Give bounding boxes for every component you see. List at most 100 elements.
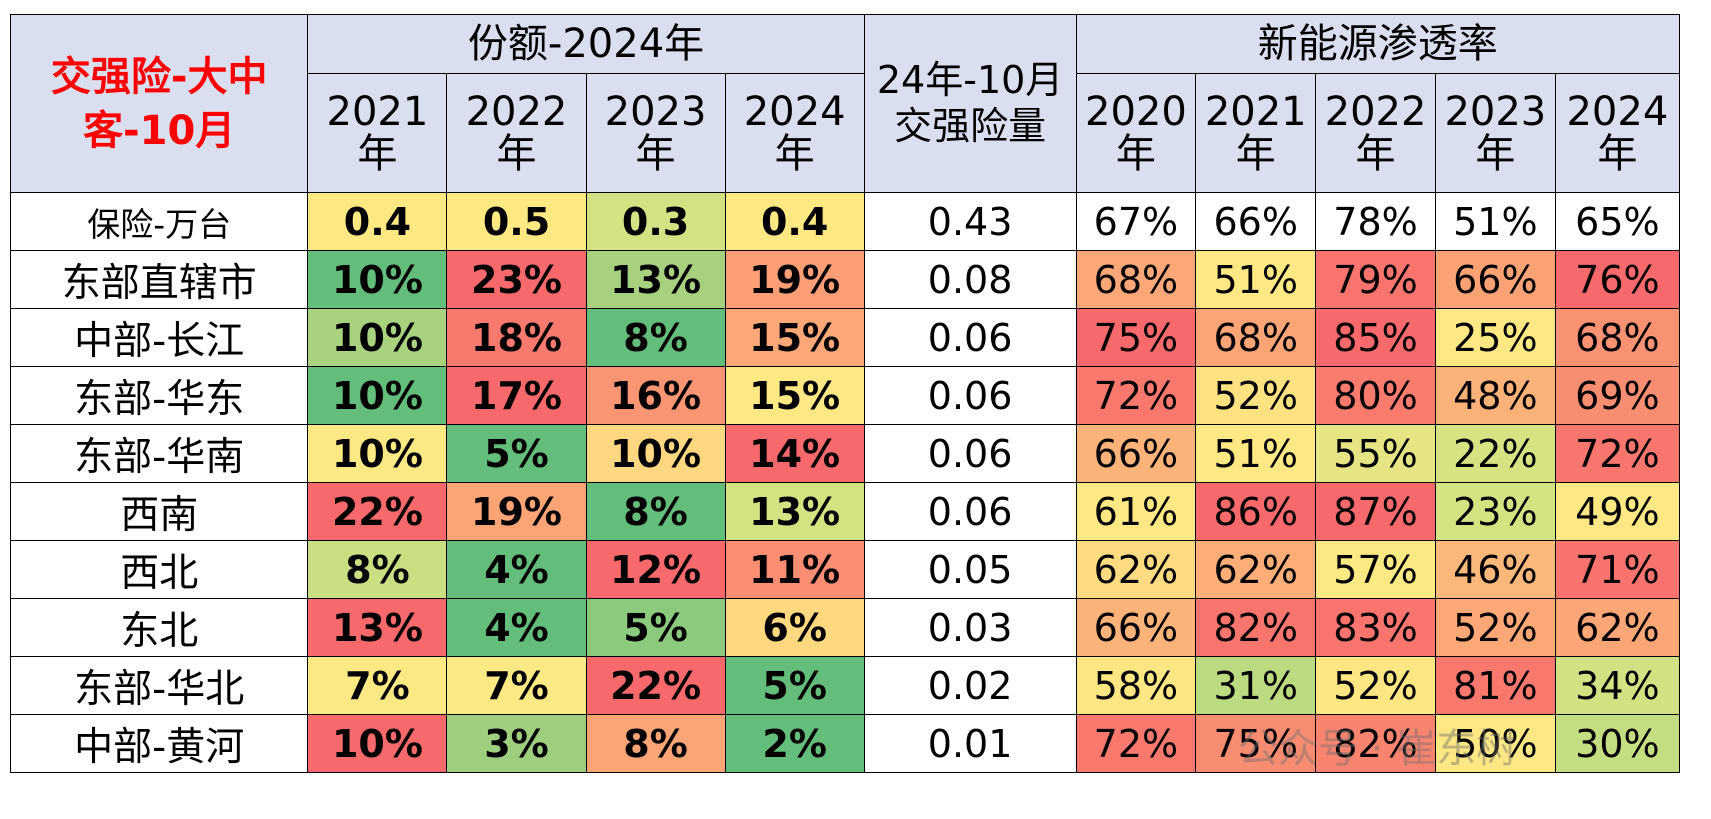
nev-penetration-cell: 22%: [1434, 424, 1556, 483]
table-row: 西南 22% 19% 8% 13% 0.06 61% 86% 87% 23% 49%: [9, 482, 1681, 541]
share-year-header-1: 2022 年: [446, 73, 587, 193]
share-cell: 5%: [585, 598, 726, 657]
nev-penetration-cell: 72%: [1075, 366, 1197, 425]
nev-penetration-cell: 80%: [1315, 366, 1436, 425]
nev-penetration-cell: 30%: [1554, 714, 1681, 773]
nev-year-header-0: 2020 年: [1075, 73, 1197, 193]
share-cell: 19%: [724, 250, 865, 309]
year-unit: 年: [1597, 131, 1638, 177]
share-cell: 12%: [585, 540, 726, 599]
nev-penetration-cell: 75%: [1075, 308, 1197, 367]
amount-column-header: 24年-10月 交强险量: [863, 14, 1077, 193]
amount-cell: 0.06: [863, 482, 1077, 541]
share-cell: 7%: [307, 656, 448, 715]
nev-penetration-cell: 49%: [1554, 482, 1681, 541]
nev-penetration-cell: 83%: [1315, 598, 1436, 657]
year-unit: 年: [1475, 131, 1516, 177]
share-cell: 4%: [446, 598, 587, 657]
share-cell: 5%: [724, 656, 865, 715]
nev-penetration-cell: 81%: [1434, 656, 1556, 715]
nev-penetration-cell: 31%: [1195, 656, 1317, 715]
table-row: 西北 8% 4% 12% 11% 0.05 62% 62% 57% 46% 71%: [9, 540, 1681, 599]
nev-penetration-cell: 87%: [1315, 482, 1436, 541]
nev-penetration-cell: 58%: [1075, 656, 1197, 715]
share-year-header-0: 2021 年: [307, 73, 448, 193]
amount-cell: 0.01: [863, 714, 1077, 773]
year-number: 2021: [326, 89, 429, 135]
nev-penetration-cell: 61%: [1075, 482, 1197, 541]
amount-cell: 0.06: [863, 424, 1077, 483]
row-label: 中部-长江: [9, 308, 309, 367]
share-cell: 8%: [585, 482, 726, 541]
row-label: 东北: [9, 598, 309, 657]
nev-penetration-cell: 72%: [1554, 424, 1681, 483]
amount-cell: 0.06: [863, 366, 1077, 425]
share-cell: 0.4: [724, 192, 865, 251]
table-row: 东部-华东 10% 17% 16% 15% 0.06 72% 52% 80% 48% 69%: [9, 366, 1681, 425]
nev-year-header-3: 2023 年: [1434, 73, 1556, 193]
amount-cell: 0.06: [863, 308, 1077, 367]
amount-header-line2: 交强险量: [894, 103, 1047, 148]
nev-group-header: 新能源渗透率: [1075, 14, 1680, 74]
year-number: 2024: [1566, 89, 1669, 135]
row-label: 东部-华东: [9, 366, 309, 425]
share-cell: 0.5: [446, 192, 587, 251]
nev-penetration-cell: 72%: [1075, 714, 1197, 773]
year-number: 2023: [1444, 89, 1547, 135]
share-cell: 18%: [446, 308, 587, 367]
row-label: 东部直辖市: [9, 250, 309, 309]
table-row: 东部-华南 10% 5% 10% 14% 0.06 66% 51% 55% 22% 72%: [9, 424, 1681, 483]
nev-penetration-cell: 67%: [1075, 192, 1197, 251]
nev-penetration-cell: 52%: [1434, 598, 1556, 657]
nev-penetration-cell: 68%: [1075, 250, 1197, 309]
share-cell: 0.4: [307, 192, 448, 251]
row-label: 保险-万台: [9, 192, 309, 251]
share-year-header-2: 2023 年: [585, 73, 726, 193]
row-label: 东部-华北: [9, 656, 309, 715]
share-cell: 8%: [307, 540, 448, 599]
year-unit: 年: [496, 131, 537, 177]
nev-penetration-cell: 34%: [1554, 656, 1681, 715]
nev-penetration-cell: 52%: [1315, 656, 1436, 715]
nev-penetration-cell: 57%: [1315, 540, 1436, 599]
share-cell: 23%: [446, 250, 587, 309]
nev-penetration-cell: 62%: [1554, 598, 1681, 657]
nev-penetration-cell: 71%: [1554, 540, 1681, 599]
share-cell: 17%: [446, 366, 587, 425]
nev-penetration-cell: 75%: [1195, 714, 1317, 773]
amount-cell: 0.43: [863, 192, 1077, 251]
nev-penetration-cell: 51%: [1434, 192, 1556, 251]
share-cell: 22%: [585, 656, 726, 715]
nev-penetration-cell: 46%: [1434, 540, 1556, 599]
share-cell: 2%: [724, 714, 865, 773]
table-row: 中部-黄河 10% 3% 8% 2% 0.01 72% 75% 82% 50% 30%: [9, 714, 1681, 773]
table-title: 交强险-大中客-10月: [9, 14, 309, 193]
nev-penetration-cell: 23%: [1434, 482, 1556, 541]
share-group-header: 份额-2024年: [307, 14, 865, 74]
nev-penetration-cell: 65%: [1554, 192, 1681, 251]
nev-penetration-cell: 68%: [1554, 308, 1681, 367]
year-unit: 年: [635, 131, 676, 177]
year-number: 2023: [604, 89, 707, 135]
nev-penetration-cell: 66%: [1434, 250, 1556, 309]
share-cell: 16%: [585, 366, 726, 425]
share-cell: 10%: [585, 424, 726, 483]
nev-penetration-cell: 55%: [1315, 424, 1436, 483]
nev-penetration-cell: 76%: [1554, 250, 1681, 309]
share-cell: 8%: [585, 308, 726, 367]
amount-cell: 0.05: [863, 540, 1077, 599]
year-unit: 年: [774, 131, 815, 177]
nev-penetration-cell: 82%: [1195, 598, 1317, 657]
nev-penetration-cell: 68%: [1195, 308, 1317, 367]
nev-penetration-cell: 79%: [1315, 250, 1436, 309]
nev-penetration-cell: 86%: [1195, 482, 1317, 541]
amount-cell: 0.03: [863, 598, 1077, 657]
nev-penetration-cell: 69%: [1554, 366, 1681, 425]
share-cell: 15%: [724, 366, 865, 425]
amount-cell: 0.02: [863, 656, 1077, 715]
nev-penetration-cell: 51%: [1195, 424, 1317, 483]
share-cell: 3%: [446, 714, 587, 773]
year-unit: 年: [357, 131, 398, 177]
table-row: 东部直辖市 10% 23% 13% 19% 0.08 68% 51% 79% 66% 76%: [9, 250, 1681, 309]
share-cell: 13%: [307, 598, 448, 657]
